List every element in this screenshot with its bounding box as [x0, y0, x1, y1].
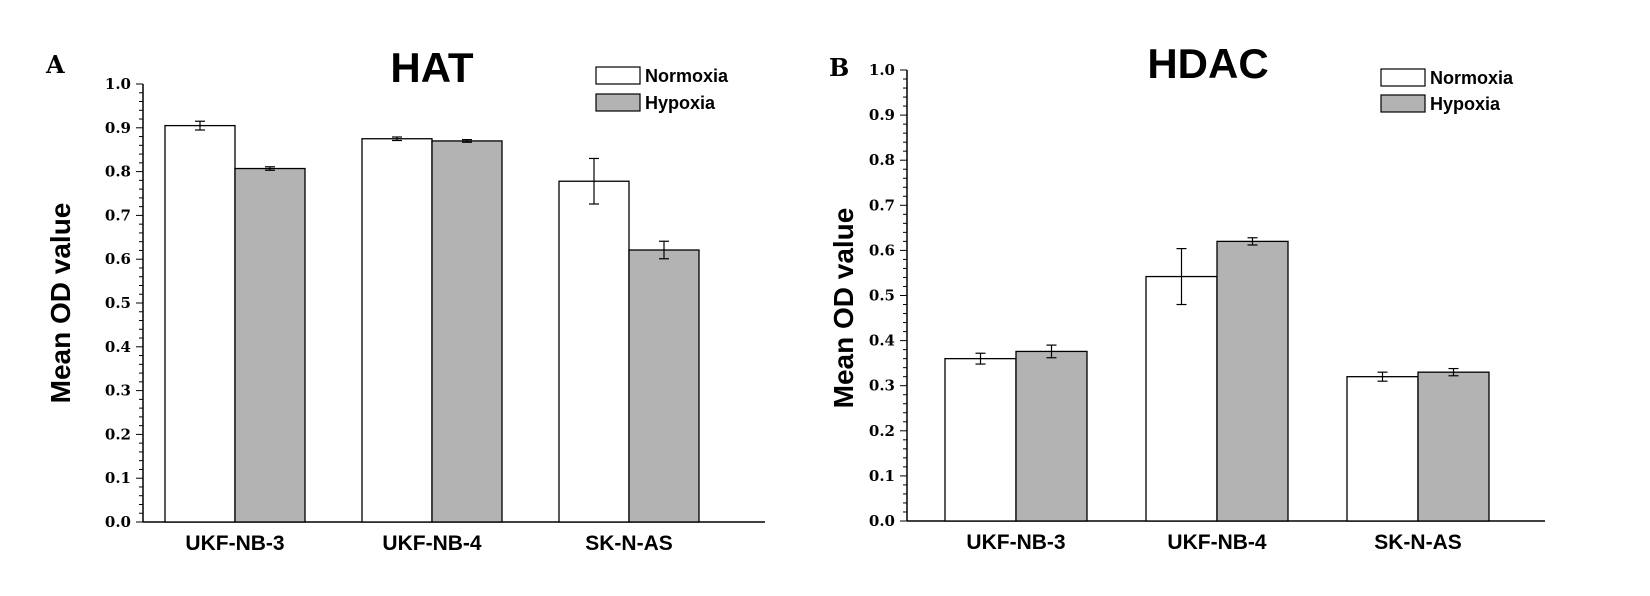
legend-label-hypoxia: Hypoxia — [645, 93, 716, 113]
y-tick-label: 0.7 — [869, 196, 895, 214]
y-tick-label: 1.0 — [869, 61, 895, 79]
chart-title: HAT — [390, 44, 474, 91]
y-tick-label: 0.9 — [869, 106, 895, 124]
x-tick-label: UKF-NB-4 — [382, 532, 481, 555]
y-axis-label: Mean OD value — [828, 208, 859, 409]
y-tick-label: 0.6 — [869, 241, 895, 259]
bar-hypoxia-1 — [431, 140, 503, 523]
legend-swatch-hypoxia — [595, 93, 641, 112]
x-tick-label: UKF-NB-4 — [1167, 531, 1266, 554]
legend-label-normoxia: Normoxia — [1430, 68, 1514, 88]
y-tick-label: 0.1 — [105, 469, 131, 487]
y-tick-label: 0.1 — [869, 467, 895, 485]
y-tick-label: 0.4 — [869, 332, 895, 350]
legend-swatch-normoxia — [1380, 68, 1426, 87]
y-axis-label: Mean OD value — [45, 203, 76, 404]
bar-hypoxia-0 — [1015, 350, 1088, 522]
bar-hypoxia-0 — [234, 167, 306, 523]
y-tick-label: 0.0 — [869, 512, 895, 530]
y-tick-label: 0.4 — [105, 338, 131, 356]
x-tick-label: UKF-NB-3 — [966, 531, 1065, 554]
y-tick-label: 0.9 — [105, 119, 131, 137]
y-tick-label: 0.2 — [105, 425, 131, 443]
bar-hypoxia-2 — [628, 249, 700, 523]
bar-normoxia-2 — [558, 180, 630, 523]
bar-normoxia-1 — [361, 138, 433, 523]
bar-normoxia-0 — [944, 357, 1017, 522]
bar-normoxia-0 — [164, 124, 236, 523]
legend-swatch-normoxia — [595, 66, 641, 85]
y-tick-label: 0.3 — [869, 377, 895, 395]
chart-hdac: B HDAC Mean OD value 0.0 0.1 0.2 0.3 0.4 0.5 0.6 0… — [828, 40, 1545, 554]
y-tick-label: 0.0 — [105, 513, 131, 531]
chart-title: HDAC — [1147, 40, 1268, 87]
chart-hat: A HAT Mean OD value 0.0 0.1 0.2 0.3 0.4 0.5 0.6 0.… — [45, 44, 765, 555]
x-tick-label: SK-N-AS — [1374, 531, 1462, 554]
legend-label-normoxia: Normoxia — [645, 66, 729, 86]
y-tick-label: 0.5 — [869, 287, 895, 305]
legend-label-hypoxia: Hypoxia — [1430, 94, 1501, 114]
y-tick-label: 0.2 — [869, 422, 895, 440]
y-tick-label: 0.8 — [105, 163, 131, 181]
panel-letter: A — [45, 50, 65, 79]
y-tick-label: 0.3 — [105, 382, 131, 400]
bar-hypoxia-1 — [1216, 240, 1289, 522]
y-tick-label: 0.5 — [105, 294, 131, 312]
x-tick-label: UKF-NB-3 — [185, 532, 284, 555]
y-tick-label: 0.7 — [105, 206, 131, 224]
y-tick-label: 1.0 — [105, 75, 131, 93]
y-tick-label: 0.8 — [869, 151, 895, 169]
bar-normoxia-1 — [1145, 275, 1218, 522]
panel-letter: B — [829, 53, 849, 82]
legend-swatch-hypoxia — [1380, 94, 1426, 113]
x-tick-label: SK-N-AS — [585, 532, 673, 555]
bar-hypoxia-2 — [1417, 371, 1490, 522]
bar-normoxia-2 — [1346, 376, 1419, 522]
y-tick-label: 0.6 — [105, 250, 131, 268]
